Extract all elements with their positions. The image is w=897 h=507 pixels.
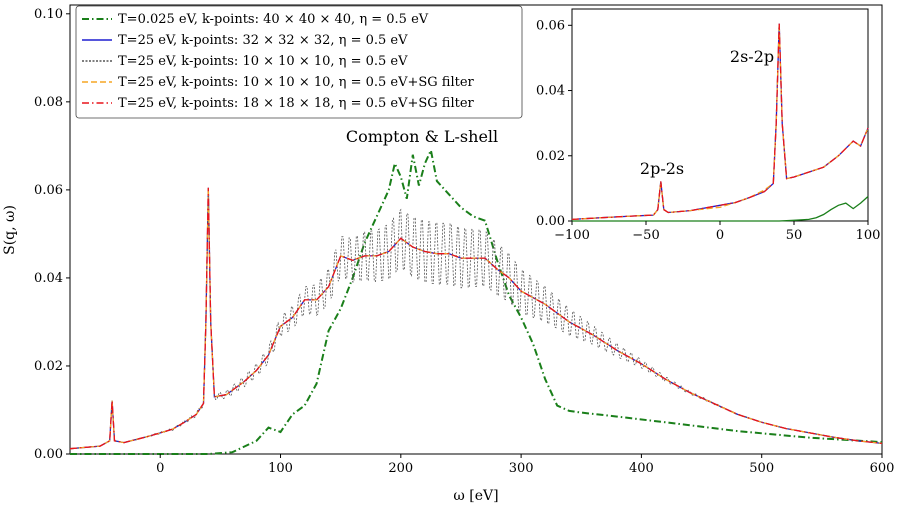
inset-y-tick-label: 0.02 [536,149,565,164]
y-axis-label: S(q, ω) [2,205,18,255]
main-series-line-2 [70,190,883,450]
inset-y-tick-label: 0.04 [536,84,565,99]
legend-box [75,5,523,119]
main-y-tick-label: 0.06 [34,183,63,198]
inset-y-tick-label: 0.00 [536,214,565,229]
legend-entry-4: T=25 eV, k-points: 18 × 18 × 18, η = 0.5… [118,96,475,111]
annotation-2s-2p: 2s-2p [730,47,774,66]
inset-y-ticks: 0.00 0.02 0.04 0.06 [536,18,572,229]
main-y-tick-label: 0.10 [34,7,63,22]
inset-plot: −100 −50 0 50 100 0.00 0.02 0.04 0.06 2p-2s 2s-… [536,8,880,243]
legend-entry-3: T=25 eV, k-points: 10 × 10 × 10, η = 0.5… [118,75,475,90]
main-x-tick-label: 200 [388,461,413,476]
annotation-2p-2s: 2p-2s [640,159,684,178]
inset-x-tick-label: −50 [632,228,659,243]
main-series-group [69,147,883,455]
legend: T=0.025 eV, k-points: 40 × 40 × 40, η = … [75,5,523,119]
main-series-line-4 [69,187,883,450]
legend-entry-2: T=25 eV, k-points: 10 × 10 × 10, η = 0.5… [118,54,408,69]
main-x-tick-label: 0 [156,461,164,476]
legend-entry-0: T=0.025 eV, k-points: 40 × 40 × 40, η = … [118,12,429,27]
main-x-tick-label: 300 [509,461,534,476]
main-x-tick-label: 600 [870,461,895,476]
legend-entry-1: T=25 eV, k-points: 32 × 32 × 32, η = 0.5… [118,33,408,48]
inset-x-tick-label: −100 [554,228,590,243]
main-y-tick-label: 0.00 [34,447,63,462]
inset-y-tick-label: 0.06 [536,18,565,33]
inset-x-tick-label: 50 [786,228,803,243]
main-plot-frame [69,4,883,455]
inset-series-line-3 [571,23,869,221]
main-y-tick-label: 0.08 [34,95,63,110]
main-x-tick-label: 100 [268,461,293,476]
main-y-tick-label: 0.02 [34,359,63,374]
inset-frame [571,8,869,222]
inset-x-tick-label: 0 [716,228,724,243]
main-y-tick-label: 0.04 [34,271,63,286]
main-y-ticks: 0.00 0.02 0.04 0.06 0.08 0.10 [34,7,70,462]
x-axis-label: ω [eV] [453,488,498,504]
inset-series-group [571,23,869,222]
inset-x-ticks: −100 −50 0 50 100 [554,221,880,243]
inset-x-tick-label: 100 [856,228,881,243]
main-x-tick-label: 400 [629,461,654,476]
inset-series-line-0 [572,196,869,222]
main-x-tick-label: 500 [749,461,774,476]
main-x-ticks: 0 100 200 300 400 500 600 [156,454,894,476]
annotation-compton: Compton & L-shell [346,127,498,146]
main-series-line-0 [70,147,883,455]
main-plot: 0 100 200 300 400 500 600 0.000.020.040.060.08… [2,4,894,504]
